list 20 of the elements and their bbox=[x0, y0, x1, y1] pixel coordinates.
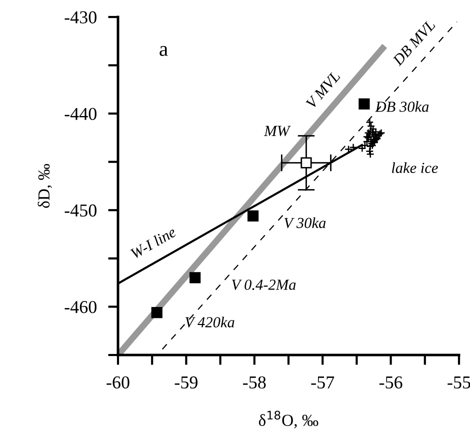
y-tick-label: -430 bbox=[64, 11, 96, 24]
x-tick-label: -60 bbox=[106, 376, 130, 389]
annotation: DB 30ka bbox=[375, 101, 429, 112]
y-tick-label: -450 bbox=[64, 204, 96, 217]
annotation: V 30ka bbox=[284, 217, 326, 228]
annotation: V 0.4-2Ma bbox=[232, 280, 296, 290]
x-tick-label: -56 bbox=[379, 376, 402, 389]
y-axis-title: δD, ‰ bbox=[38, 164, 52, 208]
x-tick-label: -58 bbox=[243, 376, 266, 389]
annotation: MW bbox=[264, 126, 291, 136]
annotation: V 420ka bbox=[185, 316, 234, 328]
annotation: lake ice bbox=[392, 162, 438, 174]
x-tick-label: -57 bbox=[311, 376, 334, 389]
annotation: a bbox=[160, 46, 168, 56]
x-axis-title: δ$^{18}$O, ‰ bbox=[258, 410, 318, 428]
x-tick-label: -55 bbox=[448, 376, 470, 389]
y-tick-label: -440 bbox=[64, 108, 96, 120]
text: W-I line bbox=[130, 226, 177, 260]
x-tick-label: -59 bbox=[174, 376, 198, 389]
y-tick-label: -460 bbox=[64, 300, 96, 314]
